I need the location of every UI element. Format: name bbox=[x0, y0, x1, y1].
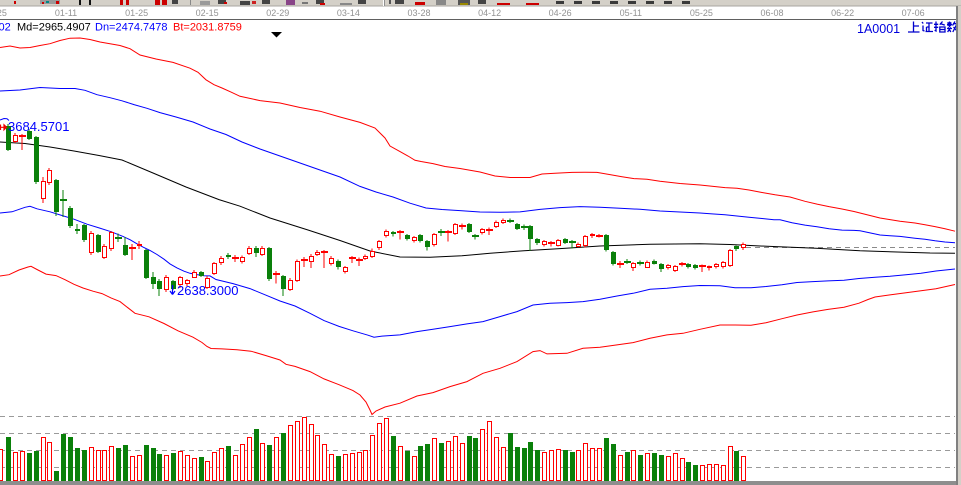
svg-text:05-25: 05-25 bbox=[690, 8, 713, 18]
svg-text:05-11: 05-11 bbox=[620, 8, 642, 18]
svg-text:02-15: 02-15 bbox=[196, 8, 219, 18]
svg-text:07-06: 07-06 bbox=[902, 8, 925, 18]
svg-text:Dn=2474.7478: Dn=2474.7478 bbox=[95, 22, 167, 34]
svg-text:02-29: 02-29 bbox=[266, 8, 289, 18]
svg-text:02: 02 bbox=[0, 22, 11, 34]
svg-text:01-11: 01-11 bbox=[55, 8, 77, 18]
svg-text:06-22: 06-22 bbox=[831, 8, 854, 18]
svg-text:1A0001: 1A0001 bbox=[857, 22, 900, 36]
svg-text:3684.5701: 3684.5701 bbox=[8, 119, 69, 134]
svg-text:Bt=2031.8759: Bt=2031.8759 bbox=[173, 22, 242, 34]
svg-text:04-12: 04-12 bbox=[478, 8, 501, 18]
svg-text:06-08: 06-08 bbox=[760, 8, 783, 18]
svg-text:03-14: 03-14 bbox=[337, 8, 360, 18]
svg-text:12-25: 12-25 bbox=[0, 8, 7, 18]
svg-text:04-26: 04-26 bbox=[549, 8, 572, 18]
svg-text:03-28: 03-28 bbox=[407, 8, 430, 18]
svg-text:Md=2965.4907: Md=2965.4907 bbox=[17, 22, 91, 34]
svg-text:01-25: 01-25 bbox=[125, 8, 148, 18]
svg-text:2638.3000: 2638.3000 bbox=[177, 283, 238, 298]
